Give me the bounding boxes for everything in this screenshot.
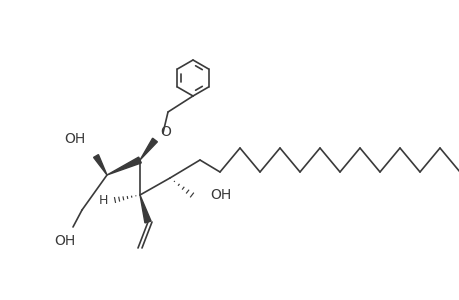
- Text: O: O: [160, 125, 170, 139]
- Text: OH: OH: [54, 234, 75, 248]
- Polygon shape: [140, 195, 151, 223]
- Text: OH: OH: [65, 132, 86, 146]
- Polygon shape: [93, 154, 107, 175]
- Polygon shape: [107, 157, 141, 175]
- Text: OH: OH: [210, 188, 231, 202]
- Text: H: H: [98, 194, 108, 206]
- Polygon shape: [140, 138, 157, 160]
